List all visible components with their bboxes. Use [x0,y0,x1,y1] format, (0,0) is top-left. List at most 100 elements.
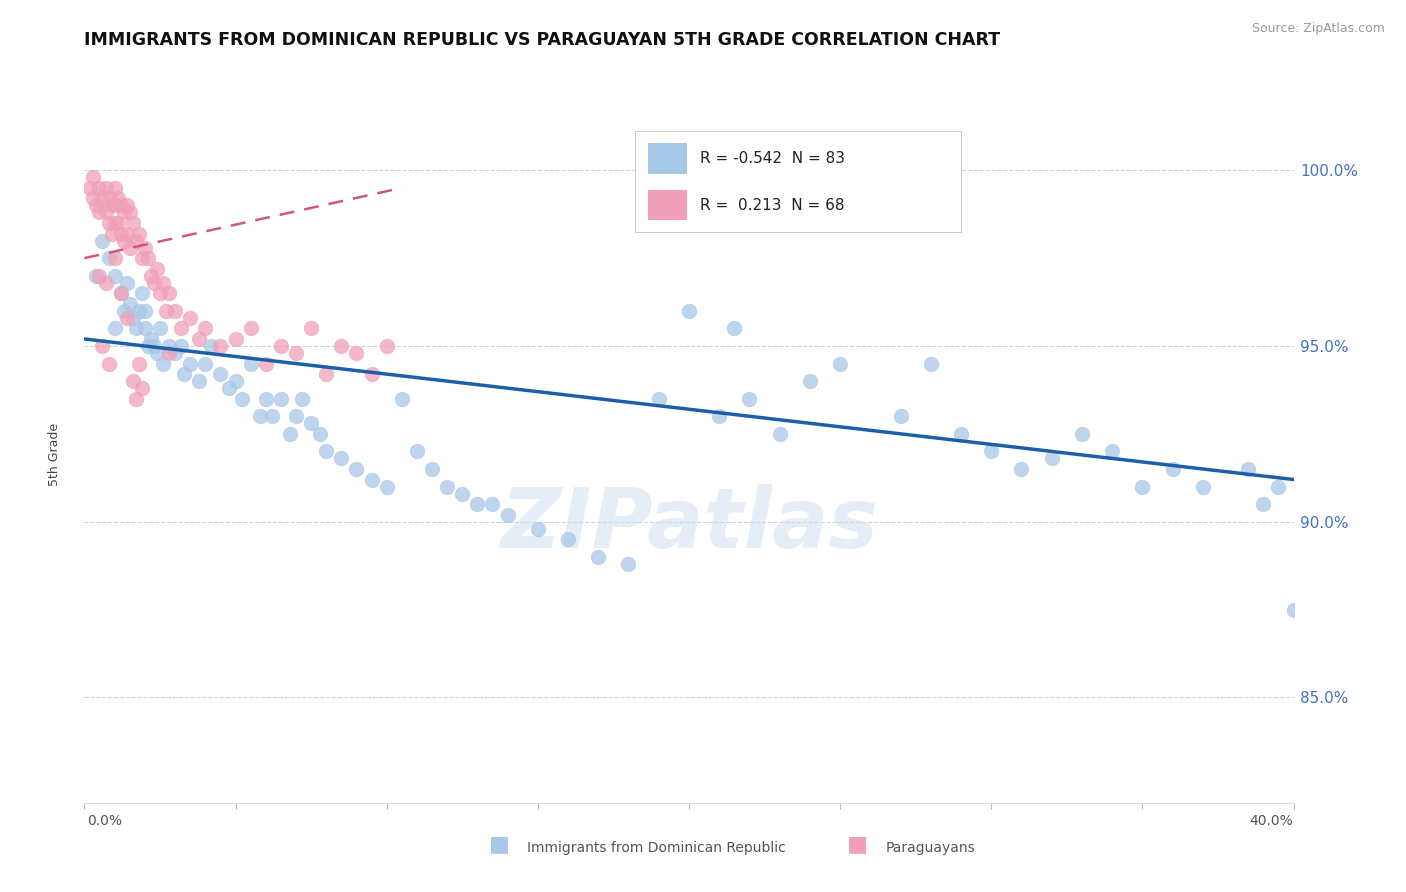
Point [131,286,153,301]
Point [112,234,135,248]
Point [139,268,162,283]
Point [239,321,262,335]
Point [89,205,111,219]
Point [1237,462,1260,476]
Point [110,227,132,241]
Point [200,339,222,353]
Point [270,339,292,353]
Point [89,268,111,283]
Point [179,357,201,371]
Point [94,181,117,195]
Point [648,392,671,406]
Point [299,321,322,335]
Point [420,462,443,476]
Point [136,251,159,265]
Point [136,339,159,353]
Point [104,216,127,230]
Point [152,276,174,290]
Point [100,227,122,241]
Point [118,205,141,219]
Point [1040,451,1063,466]
Point [375,479,398,493]
Point [149,321,172,335]
Point [152,357,174,371]
Point [125,234,148,248]
Point [254,392,277,406]
Point [110,198,132,212]
Point [170,321,193,335]
Point [617,557,640,571]
Point [125,321,148,335]
Point [86,268,108,283]
Point [1161,462,1184,476]
Text: IMMIGRANTS FROM DOMINICAN REPUBLIC VS PARAGUAYAN 5TH GRADE CORRELATION CHART: IMMIGRANTS FROM DOMINICAN REPUBLIC VS PA… [84,31,1001,49]
Point [299,417,322,431]
Text: Immigrants from Dominican Republic: Immigrants from Dominican Republic [527,840,786,855]
Point [375,339,398,353]
Point [165,346,187,360]
Point [950,426,973,441]
Point [89,181,111,195]
Point [194,357,217,371]
Point [121,216,143,230]
Point [118,241,141,255]
Text: ZIPatlas: ZIPatlas [501,484,877,565]
Point [1132,479,1154,493]
Text: 40.0%: 40.0% [1250,814,1294,828]
Point [1071,426,1094,441]
Point [1253,497,1275,511]
Point [107,191,129,205]
Point [496,508,519,522]
Point [309,426,332,441]
Point [110,286,132,301]
Point [128,303,150,318]
Point [100,198,122,212]
Point [121,310,143,325]
Point [723,321,745,335]
Point [128,227,150,241]
Point [97,357,120,371]
Point [94,205,117,219]
Point [209,367,232,381]
Point [82,191,104,205]
Point [157,286,180,301]
Point [155,303,177,318]
Text: 0.0%: 0.0% [87,814,122,828]
Text: 5th Grade: 5th Grade [48,424,60,486]
Point [920,357,942,371]
Point [1101,444,1123,458]
Point [360,473,382,487]
Point [134,321,156,335]
Point [346,462,368,476]
Point [110,286,132,301]
Point [225,332,247,346]
Point [285,346,308,360]
Point [128,357,150,371]
Point [115,310,138,325]
Point [142,276,165,290]
Point [769,426,792,441]
Point [291,392,314,406]
Point [125,392,148,406]
Point [134,241,156,255]
Point [315,444,337,458]
Point [115,227,138,241]
Point [188,332,211,346]
Point [980,444,1002,458]
Point [121,374,143,388]
Point [82,170,104,185]
Point [97,251,120,265]
Point [738,392,761,406]
Point [179,310,201,325]
Point [481,497,503,511]
Point [557,533,579,547]
Text: R = -0.542  N = 83: R = -0.542 N = 83 [700,151,845,166]
Point [391,392,413,406]
Point [451,486,474,500]
Point [139,332,162,346]
Text: ■: ■ [489,835,509,855]
Point [285,409,308,424]
Text: ■: ■ [848,835,868,855]
Bar [648,190,686,220]
Point [104,198,127,212]
